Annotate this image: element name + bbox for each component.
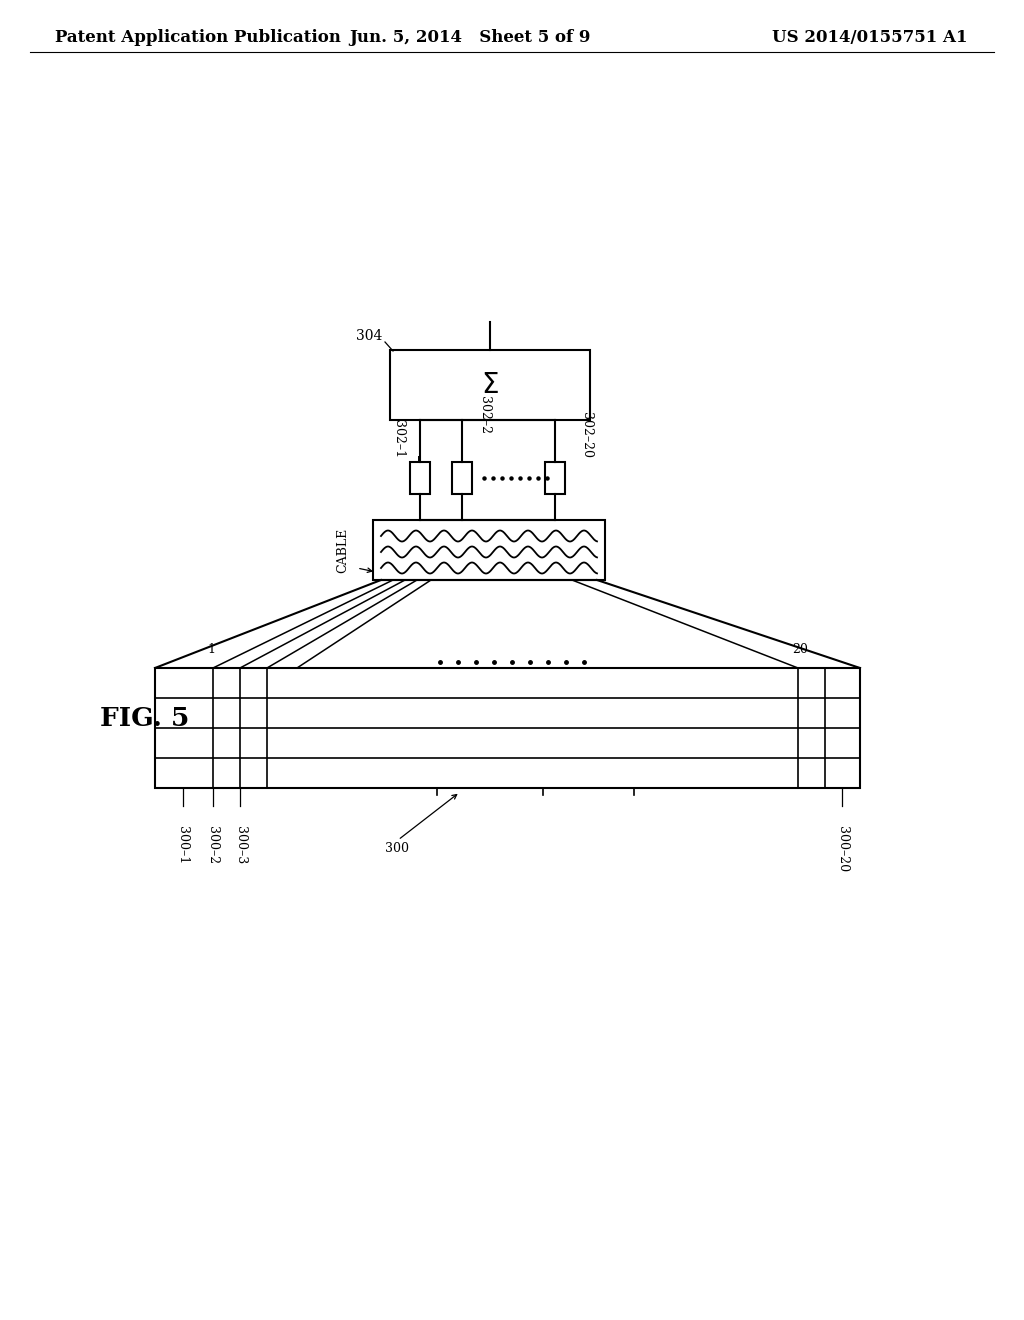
Text: 300–20: 300–20 — [836, 826, 849, 873]
Bar — [545, 462, 565, 494]
Bar — [390, 350, 590, 420]
Text: Jun. 5, 2014   Sheet 5 of 9: Jun. 5, 2014 Sheet 5 of 9 — [349, 29, 591, 45]
Text: US 2014/0155751 A1: US 2014/0155751 A1 — [772, 29, 968, 45]
Text: CABLE: CABLE — [337, 528, 349, 573]
Text: $\Sigma$: $\Sigma$ — [481, 371, 499, 399]
Text: 302–1: 302–1 — [391, 420, 404, 458]
Text: 304: 304 — [355, 329, 382, 343]
Bar — [410, 462, 430, 494]
Text: Patent Application Publication: Patent Application Publication — [55, 29, 341, 45]
Text: 300–3: 300–3 — [233, 826, 247, 865]
Text: FIG. 5: FIG. 5 — [100, 705, 189, 730]
Text: 1: 1 — [207, 643, 215, 656]
Text: 300–2: 300–2 — [207, 826, 219, 865]
Bar — [155, 668, 860, 788]
Text: 300: 300 — [385, 842, 409, 854]
Bar — [373, 520, 605, 579]
Text: 300–1: 300–1 — [176, 826, 189, 865]
Text: 20: 20 — [792, 643, 808, 656]
Bar — [452, 462, 472, 494]
Text: 302–2: 302–2 — [478, 396, 490, 434]
Text: 302–20: 302–20 — [581, 412, 594, 458]
